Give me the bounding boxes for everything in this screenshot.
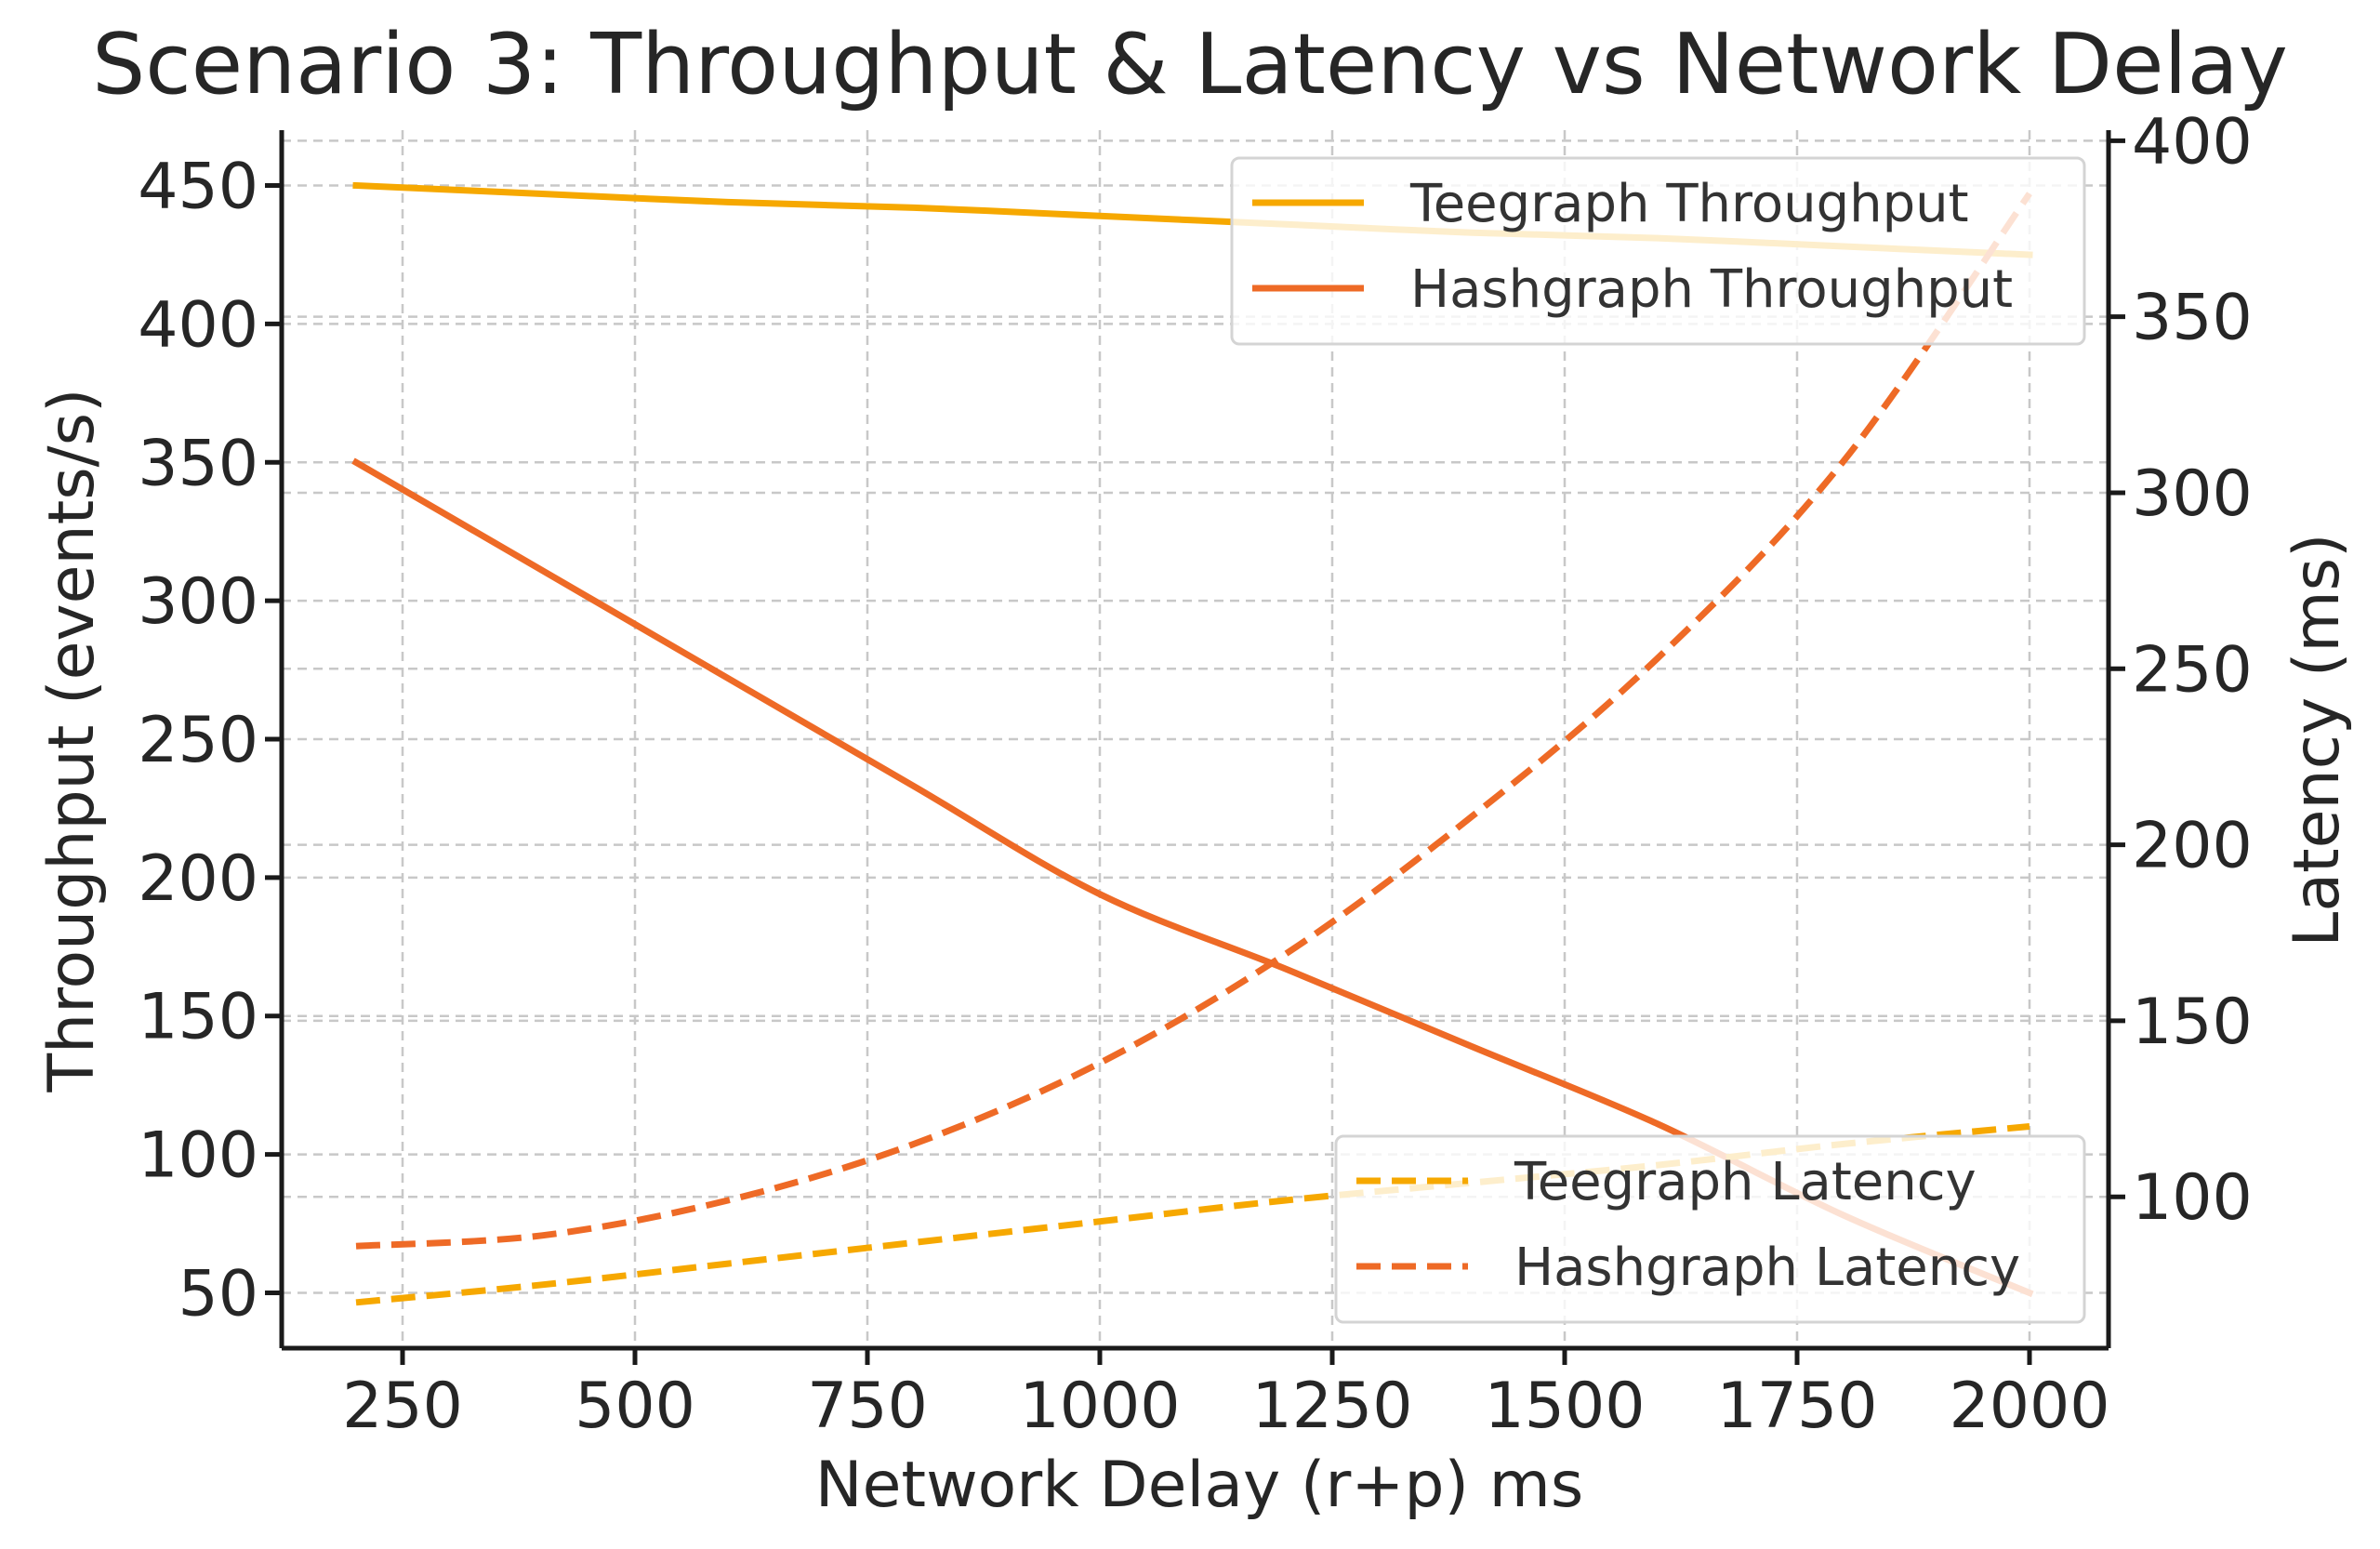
x-tick-label: 1250: [1251, 1370, 1412, 1443]
y-left-tick-label: 50: [178, 1257, 258, 1331]
legend-label-hashgraph-latency: Hashgraph Latency: [1514, 1238, 2020, 1298]
y-right-tick-label: 150: [2132, 986, 2253, 1059]
y-left-tick-label: 450: [138, 151, 258, 224]
y-left-tick-label: 200: [138, 842, 258, 916]
chart-title: Scenario 3: Throughput & Latency vs Netw…: [92, 16, 2288, 113]
y-right-tick-label: 300: [2132, 457, 2253, 531]
y-right-tick-label: 250: [2132, 633, 2253, 707]
y-left-tick-label: 400: [138, 288, 258, 362]
y-right-tick-label: 200: [2132, 810, 2253, 883]
x-axis-label: Network Delay (r+p) ms: [815, 1449, 1584, 1522]
y-left-tick-label: 350: [138, 427, 258, 500]
legend-box: Teegraph Latency Hashgraph Latency: [1334, 1134, 2086, 1324]
legend-label-teegraph-latency: Teegraph Latency: [1514, 1152, 1977, 1212]
x-tick-label: 1500: [1484, 1370, 1645, 1443]
x-tick-label: 250: [342, 1370, 463, 1443]
legend-label-hashgraph-throughput: Hashgraph Throughput: [1410, 259, 2013, 320]
y-right-tick-label: 100: [2132, 1161, 2253, 1235]
legend-box: Teegraph Throughput Hashgraph Throughput: [1230, 156, 2086, 346]
y-left-tick-label: 250: [138, 704, 258, 777]
x-tick-label: 2000: [1949, 1370, 2109, 1443]
legend-label-teegraph-throughput: Teegraph Throughput: [1409, 174, 1969, 234]
legend-frame: [1230, 156, 2086, 346]
y-axis-left-label: Throughput (events/s): [35, 388, 109, 1092]
hashgraph-latency-line: [355, 192, 2032, 1250]
y-left-tick-label: 100: [138, 1119, 258, 1193]
y-right-tick-label: 350: [2132, 282, 2253, 355]
x-tick-label: 750: [807, 1370, 928, 1443]
y-axis-right-label: Latency (ms): [2281, 533, 2354, 947]
axes: 250 500 750 1000 1250 1500 1750 2000 50 100 150 200…: [138, 105, 2253, 1443]
x-tick-label: 1000: [1019, 1370, 1180, 1443]
y-left-tick-label: 150: [138, 981, 258, 1054]
y-left-tick-label: 300: [138, 565, 258, 639]
legend-frame: [1334, 1134, 2086, 1324]
y-right-tick-label: 400: [2132, 105, 2253, 179]
x-tick-label: 500: [575, 1370, 695, 1443]
x-tick-label: 1750: [1716, 1370, 1877, 1443]
